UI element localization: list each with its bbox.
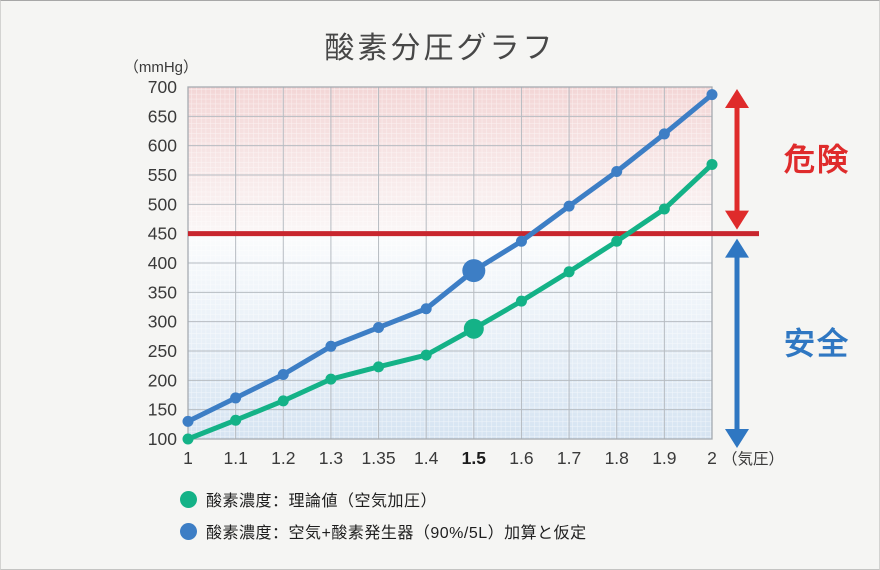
data-point: [373, 361, 385, 373]
svg-text:700: 700: [148, 77, 177, 97]
data-point: [563, 266, 575, 278]
data-point: [373, 322, 385, 334]
data-point: [706, 158, 718, 170]
legend-swatch-theoretical-icon: [180, 490, 197, 508]
data-point: [325, 373, 337, 385]
zone-label-safe: 安全: [784, 326, 850, 361]
zone-label-danger: 危険: [784, 142, 850, 177]
svg-text:450: 450: [148, 224, 177, 244]
legend-label-theoretical: 酸素濃度：理論値（空気加圧）: [206, 493, 438, 510]
svg-text:1.1: 1.1: [223, 448, 247, 468]
svg-text:100: 100: [148, 429, 177, 449]
svg-text:400: 400: [148, 253, 177, 273]
data-point: [658, 203, 670, 215]
data-point: [182, 415, 194, 427]
svg-text:600: 600: [148, 136, 177, 156]
svg-text:1.8: 1.8: [605, 448, 629, 468]
legend-item-theoretical: 酸素濃度：理論値（空気加圧）: [180, 487, 587, 511]
data-point: [277, 368, 289, 380]
svg-text:200: 200: [148, 370, 177, 390]
data-point: [277, 395, 289, 407]
svg-text:1.7: 1.7: [557, 448, 581, 468]
y-tick-labels: 700 650 600 550 500 450 400 350 300 250 200 150 100: [148, 77, 177, 449]
legend-label-oxygen-generator: 酸素濃度：空気+酸素発生器（90%/5L）加算と仮定: [206, 525, 587, 542]
series-1: [182, 89, 718, 427]
svg-text:1.5: 1.5: [462, 448, 487, 468]
svg-text:550: 550: [148, 165, 177, 185]
data-point: [325, 340, 337, 352]
x-tick-labels: 1 1.1 1.2 1.3 1.35 1.4 1.5 1.6 1.7 1.8 1.9 2 （気圧）: [183, 448, 784, 468]
danger-arrow-icon: [725, 89, 749, 230]
data-point: [462, 259, 486, 283]
svg-text:1.9: 1.9: [652, 448, 676, 468]
x-axis-unit-label: （気圧）: [722, 450, 784, 468]
chart-title: 酸素分圧グラフ: [324, 32, 556, 65]
svg-text:500: 500: [148, 194, 177, 214]
svg-text:1.2: 1.2: [271, 448, 295, 468]
data-point: [230, 414, 242, 426]
chart-legend: 酸素濃度：理論値（空気加圧） 酸素濃度：空気+酸素発生器（90%/5L）加算と仮…: [180, 487, 587, 551]
data-point: [463, 318, 484, 339]
svg-text:2: 2: [707, 448, 717, 468]
legend-item-oxygen-generator: 酸素濃度：空気+酸素発生器（90%/5L）加算と仮定: [180, 519, 587, 543]
data-point: [420, 349, 432, 361]
svg-text:1.3: 1.3: [319, 448, 343, 468]
svg-text:650: 650: [148, 106, 177, 126]
svg-text:350: 350: [148, 282, 177, 302]
plot-border: [187, 86, 713, 440]
safe-arrow-icon: [725, 238, 749, 448]
legend-swatch-oxygen-generator-icon: [180, 522, 197, 540]
svg-text:250: 250: [148, 341, 177, 361]
danger-zone: [188, 87, 712, 234]
svg-text:1.6: 1.6: [509, 448, 533, 468]
data-point: [706, 89, 718, 101]
data-point: [182, 433, 194, 445]
data-point: [515, 295, 527, 307]
data-point: [563, 200, 575, 212]
svg-text:300: 300: [148, 312, 177, 332]
svg-text:1: 1: [183, 448, 193, 468]
svg-text:1.4: 1.4: [414, 448, 439, 468]
safe-zone: [188, 233, 712, 439]
series-0: [182, 158, 718, 445]
data-point: [611, 235, 623, 247]
data-point: [611, 165, 623, 177]
data-point: [515, 235, 527, 247]
svg-text:150: 150: [148, 400, 177, 420]
data-point: [230, 392, 242, 404]
svg-text:1.35: 1.35: [362, 448, 396, 468]
y-axis-unit-label: （mmHg）: [123, 59, 198, 76]
data-point: [420, 303, 432, 315]
data-point: [658, 128, 670, 140]
